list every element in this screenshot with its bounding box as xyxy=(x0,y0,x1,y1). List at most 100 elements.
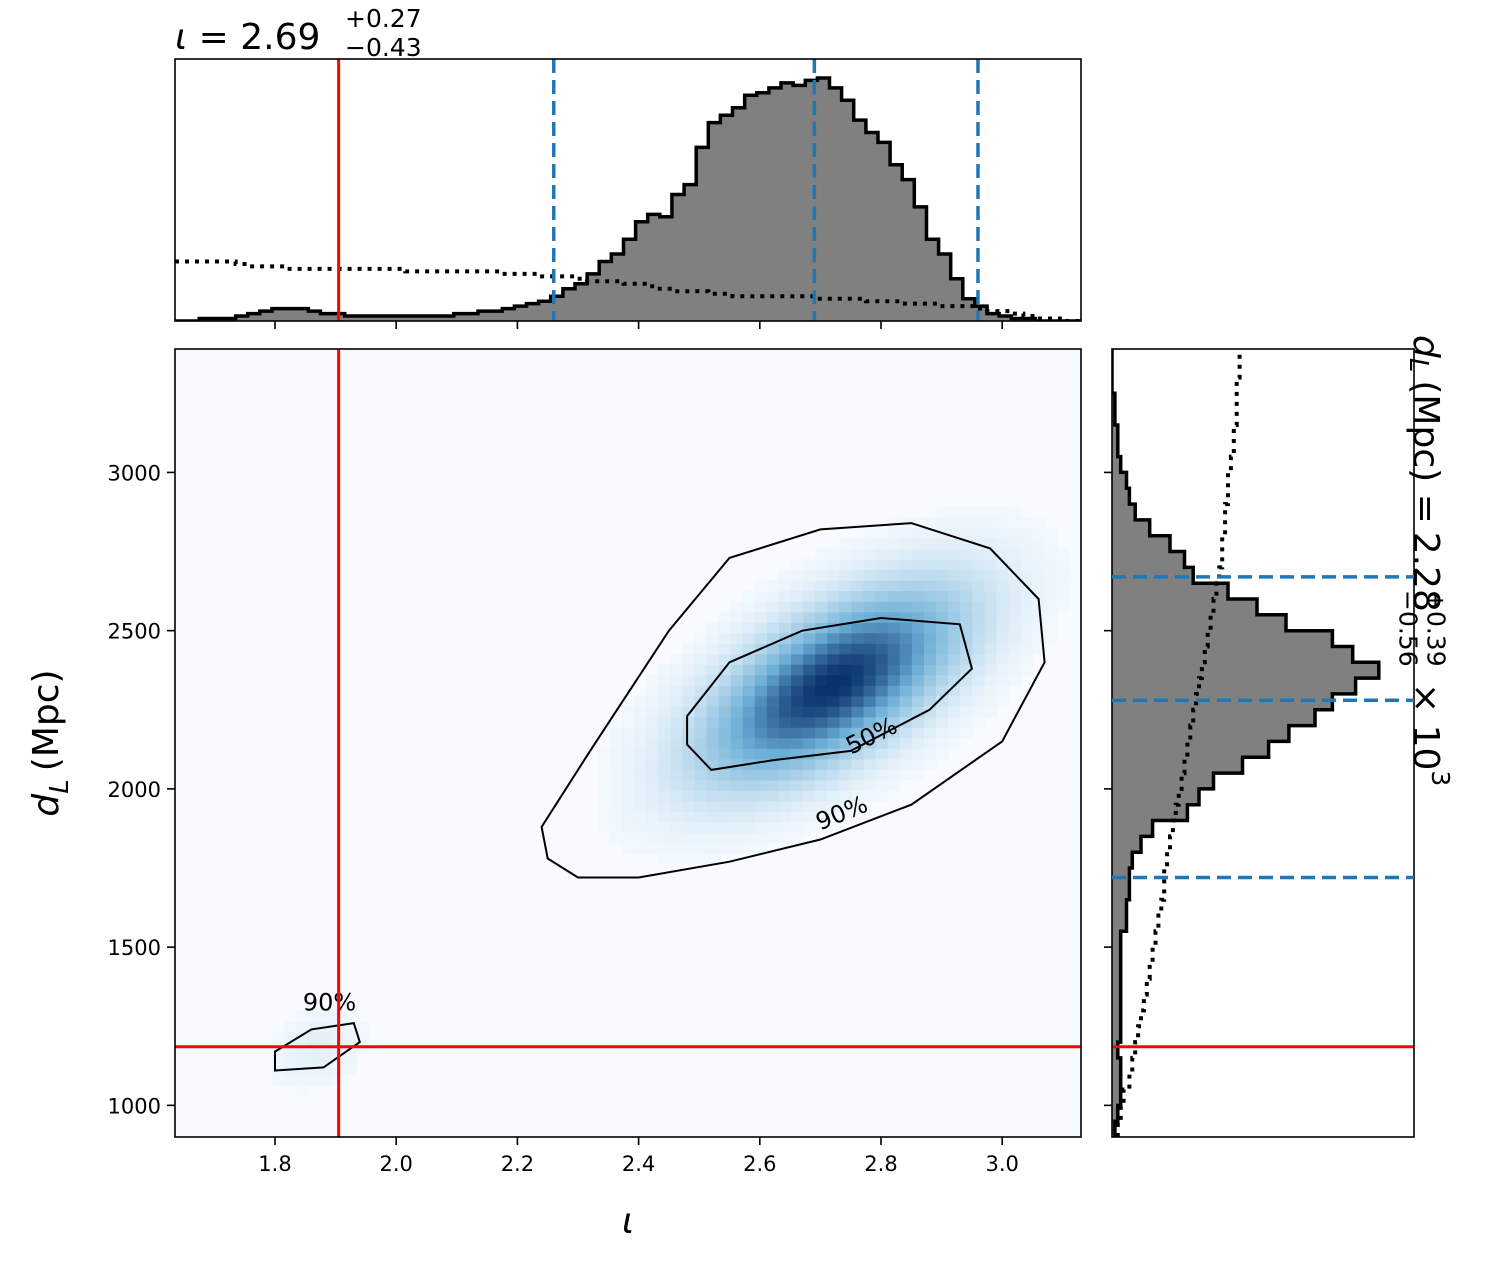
heatmap-cell xyxy=(875,706,889,718)
heatmap-cell xyxy=(815,590,828,602)
x-tick-label: 2.0 xyxy=(379,1152,412,1176)
heatmap-cell xyxy=(1020,548,1034,560)
heatmap-cell xyxy=(682,737,696,749)
heatmap-cell xyxy=(1032,538,1046,550)
heatmap-cell xyxy=(682,643,696,655)
heatmap-cell xyxy=(670,769,683,781)
heatmap-cell xyxy=(851,716,865,728)
heatmap-cell xyxy=(887,580,901,592)
heatmap-cell xyxy=(887,559,901,571)
heatmap-cell xyxy=(827,716,840,728)
heatmap-cell xyxy=(972,632,985,644)
heatmap-cell xyxy=(863,653,877,665)
x-tick-label: 1.8 xyxy=(258,1152,291,1176)
heatmap-cell xyxy=(924,685,937,697)
heatmap-cell xyxy=(984,506,998,518)
dL-histogram xyxy=(1112,349,1414,1137)
heatmap-cell xyxy=(996,527,1010,539)
heatmap-cell xyxy=(670,821,683,833)
heatmap-cell xyxy=(1008,632,1022,644)
heatmap-cell xyxy=(851,611,865,623)
heatmap-cell xyxy=(875,737,889,749)
heatmap-cell xyxy=(1020,632,1034,644)
heatmap-cell xyxy=(924,611,937,623)
heatmap-cell xyxy=(851,758,865,770)
heatmap-cell xyxy=(851,748,865,760)
credible-contours xyxy=(274,522,1046,1072)
heatmap-cell xyxy=(622,769,635,781)
heatmap-cell xyxy=(706,706,720,718)
heatmap-cell xyxy=(803,727,816,739)
heatmap-cell xyxy=(851,800,865,812)
heatmap-cell xyxy=(984,601,998,613)
heatmap-cell xyxy=(899,643,913,655)
heatmap-cell xyxy=(972,590,985,602)
heatmap-cell xyxy=(887,622,901,634)
heatmap-cell xyxy=(851,590,865,602)
heatmap-cell xyxy=(839,611,853,623)
heatmap-cell xyxy=(936,580,949,592)
heatmap-cell xyxy=(911,769,925,781)
heatmap-cell xyxy=(948,632,961,644)
heatmap-cell xyxy=(1056,590,1070,602)
heatmap-cell xyxy=(658,842,671,854)
heatmap-cell xyxy=(911,580,925,592)
heatmap-cell xyxy=(803,790,816,802)
heatmap-cell xyxy=(851,737,865,749)
heatmap-cell xyxy=(984,580,998,592)
heatmap-cell xyxy=(1032,527,1046,539)
heatmap-cell xyxy=(779,580,792,592)
heatmap-cell xyxy=(742,811,756,823)
heatmap-cell xyxy=(706,643,720,655)
heatmap-cell xyxy=(1020,538,1034,550)
heatmap-cell xyxy=(839,727,853,739)
heatmap-cell xyxy=(742,800,756,812)
heatmap-cell xyxy=(344,1031,357,1043)
heatmap-cell xyxy=(827,643,840,655)
heatmap-cell xyxy=(779,779,792,791)
heatmap-cell xyxy=(924,706,937,718)
heatmap-cell xyxy=(827,632,840,644)
heatmap-cell xyxy=(754,758,768,770)
heatmap-cell xyxy=(307,1031,321,1043)
heatmap-cell xyxy=(875,580,889,592)
heatmap-cell xyxy=(911,569,925,581)
heatmap-cell xyxy=(766,779,780,791)
heatmap-cell xyxy=(622,842,635,854)
heatmap-cell xyxy=(646,811,659,823)
heatmap-cell xyxy=(948,611,961,623)
heatmap-cell xyxy=(1008,527,1022,539)
heatmap-cell xyxy=(670,842,683,854)
heatmap-cell xyxy=(875,674,889,686)
heatmap-cell xyxy=(609,779,623,791)
heatmap-cell xyxy=(609,790,623,802)
heatmap-cell xyxy=(694,811,708,823)
heatmap-cell xyxy=(875,758,889,770)
heatmap-cell xyxy=(899,653,913,665)
heatmap-cell xyxy=(742,748,756,760)
heatmap-cell xyxy=(984,548,998,560)
heatmap-cell xyxy=(730,842,744,854)
heatmap-cell xyxy=(996,569,1010,581)
heatmap-cell xyxy=(839,548,853,560)
heatmap-cell xyxy=(779,832,792,844)
heatmap-cell xyxy=(791,653,804,665)
heatmap-cell xyxy=(271,1052,285,1064)
heatmap-cell xyxy=(283,1031,297,1043)
heatmap-cell xyxy=(344,1010,357,1022)
heatmap-cell xyxy=(911,622,925,634)
heatmap-cell xyxy=(839,737,853,749)
heatmap-cell xyxy=(779,737,792,749)
heatmap-cell xyxy=(984,706,998,718)
heatmap-cell xyxy=(839,758,853,770)
heatmap-cell xyxy=(706,758,720,770)
heatmap-cell xyxy=(356,1031,369,1043)
heatmap-cell xyxy=(1008,653,1022,665)
heatmap-cell xyxy=(1020,590,1034,602)
heatmap-cell xyxy=(682,653,696,665)
heatmap-cell xyxy=(863,790,877,802)
heatmap-cell xyxy=(791,622,804,634)
heatmap-cell xyxy=(742,622,756,634)
heatmap-cell xyxy=(682,769,696,781)
heatmap-cell xyxy=(791,664,804,676)
